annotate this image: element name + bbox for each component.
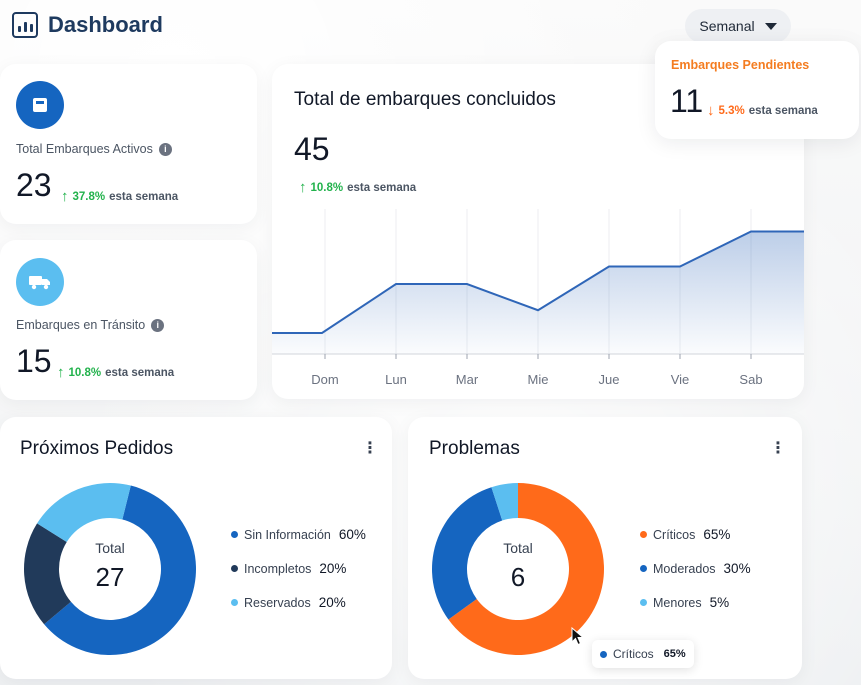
- kpi-pending-value: 11: [670, 83, 704, 119]
- legend-item: Críticos 65%: [640, 526, 751, 543]
- x-tick-label: Mie: [528, 372, 549, 387]
- caret-down-icon: [764, 22, 777, 30]
- legend-item: Menores 5%: [640, 594, 751, 611]
- kpi-transit-delta: ↑ 10.8% esta semana: [57, 364, 175, 381]
- legend-dot: [231, 565, 238, 572]
- x-tick-label: Vie: [671, 372, 690, 387]
- kpi-transit-value: 15: [16, 343, 52, 379]
- completed-delta: ↑ 10.8% esta semana: [299, 179, 417, 196]
- donut-tooltip: Críticos 65%: [592, 640, 694, 668]
- legend-dot: [231, 531, 238, 538]
- tooltip-value: 65%: [663, 648, 686, 660]
- truck-icon: [16, 258, 64, 306]
- orders-legend: Sin Información 60% Incompletos 20% Rese…: [231, 526, 366, 611]
- tooltip-label: Críticos: [613, 647, 654, 661]
- mouse-cursor-icon: [571, 627, 585, 646]
- donut-segment[interactable]: [24, 523, 71, 625]
- bar-chart-icon: [12, 12, 38, 38]
- donut-segment[interactable]: [432, 487, 503, 620]
- legend-dot: [640, 599, 647, 606]
- period-dropdown[interactable]: Semanal: [685, 9, 791, 43]
- legend-item: Moderados 30%: [640, 560, 751, 577]
- x-tick-label: Lun: [385, 372, 407, 387]
- completed-value: 45: [294, 131, 330, 167]
- orders-title: Próximos Pedidos: [20, 438, 174, 459]
- orders-total-label: Total: [95, 540, 125, 556]
- orders-donut-chart: [24, 483, 196, 655]
- orders-card: Próximos Pedidos ⋮ Total 27 Sin Informac…: [0, 417, 392, 679]
- legend-item: Sin Información 60%: [231, 526, 366, 543]
- problems-donut-chart: [432, 483, 604, 655]
- chart-series-line: [272, 230, 804, 334]
- problems-total-label: Total: [503, 540, 533, 556]
- header: Dashboard: [12, 12, 163, 38]
- kpi-active-value: 23: [16, 167, 52, 203]
- orders-donut-center: Total 27: [70, 540, 150, 593]
- donut-segment[interactable]: [44, 485, 196, 655]
- kpi-active-delta: ↑ 37.8% esta semana: [61, 188, 179, 205]
- arrow-up-icon: ↑: [57, 364, 65, 381]
- orders-total-value: 27: [95, 562, 125, 592]
- legend-item: Incompletos 20%: [231, 560, 366, 577]
- legend-dot: [640, 565, 647, 572]
- period-dropdown-value: Semanal: [699, 18, 755, 34]
- completed-title: Total de embarques concluidos: [294, 89, 556, 110]
- kpi-card-transit: Embarques en Tránsito i 15 ↑ 10.8% esta …: [0, 240, 257, 400]
- x-tick-label: Mar: [456, 372, 479, 387]
- kpi-pending-delta: ↓ 5.3% esta semana: [707, 102, 818, 119]
- x-tick-label: Sab: [739, 372, 762, 387]
- legend-item: Reservados 20%: [231, 594, 366, 611]
- kpi-card-pending: Embarques Pendientes 11 ↓ 5.3% esta sema…: [655, 41, 859, 139]
- page-title: Dashboard: [48, 12, 163, 37]
- chart-area-fill: [272, 231, 804, 354]
- tooltip-dot: [600, 650, 607, 658]
- kpi-transit-label: Embarques en Tránsito i: [16, 318, 165, 332]
- donut-segment[interactable]: [37, 483, 131, 542]
- more-vertical-icon[interactable]: ⋮: [362, 440, 378, 457]
- x-tick-label: Dom: [311, 372, 338, 387]
- kpi-card-active: Total Embarques Activos i 23 ↑ 37.8% est…: [0, 64, 257, 224]
- problems-donut-center: Total 6: [478, 540, 558, 593]
- legend-dot: [640, 531, 647, 538]
- more-vertical-icon[interactable]: ⋮: [770, 440, 786, 457]
- info-icon[interactable]: i: [151, 318, 165, 332]
- arrow-up-icon: ↑: [299, 179, 307, 196]
- info-icon[interactable]: i: [158, 142, 172, 156]
- donut-segment[interactable]: [448, 483, 604, 655]
- kpi-pending-label: Embarques Pendientes: [671, 58, 810, 72]
- problems-legend: Críticos 65% Moderados 30% Menores 5%: [640, 526, 751, 611]
- legend-dot: [231, 599, 238, 606]
- box-icon: [16, 81, 64, 129]
- problems-title: Problemas: [429, 438, 520, 459]
- problems-total-value: 6: [510, 562, 526, 592]
- arrow-down-icon: ↓: [707, 102, 715, 119]
- problems-card: Problemas ⋮ Total 6 Críticos 65% Moderad…: [408, 417, 802, 679]
- kpi-active-label: Total Embarques Activos i: [16, 142, 172, 156]
- x-tick-label: Jue: [599, 372, 620, 387]
- donut-segment[interactable]: [491, 483, 518, 521]
- arrow-up-icon: ↑: [61, 188, 69, 205]
- line-chart: Dom Lun Mar Mie Jue Vie Sab: [272, 209, 804, 387]
